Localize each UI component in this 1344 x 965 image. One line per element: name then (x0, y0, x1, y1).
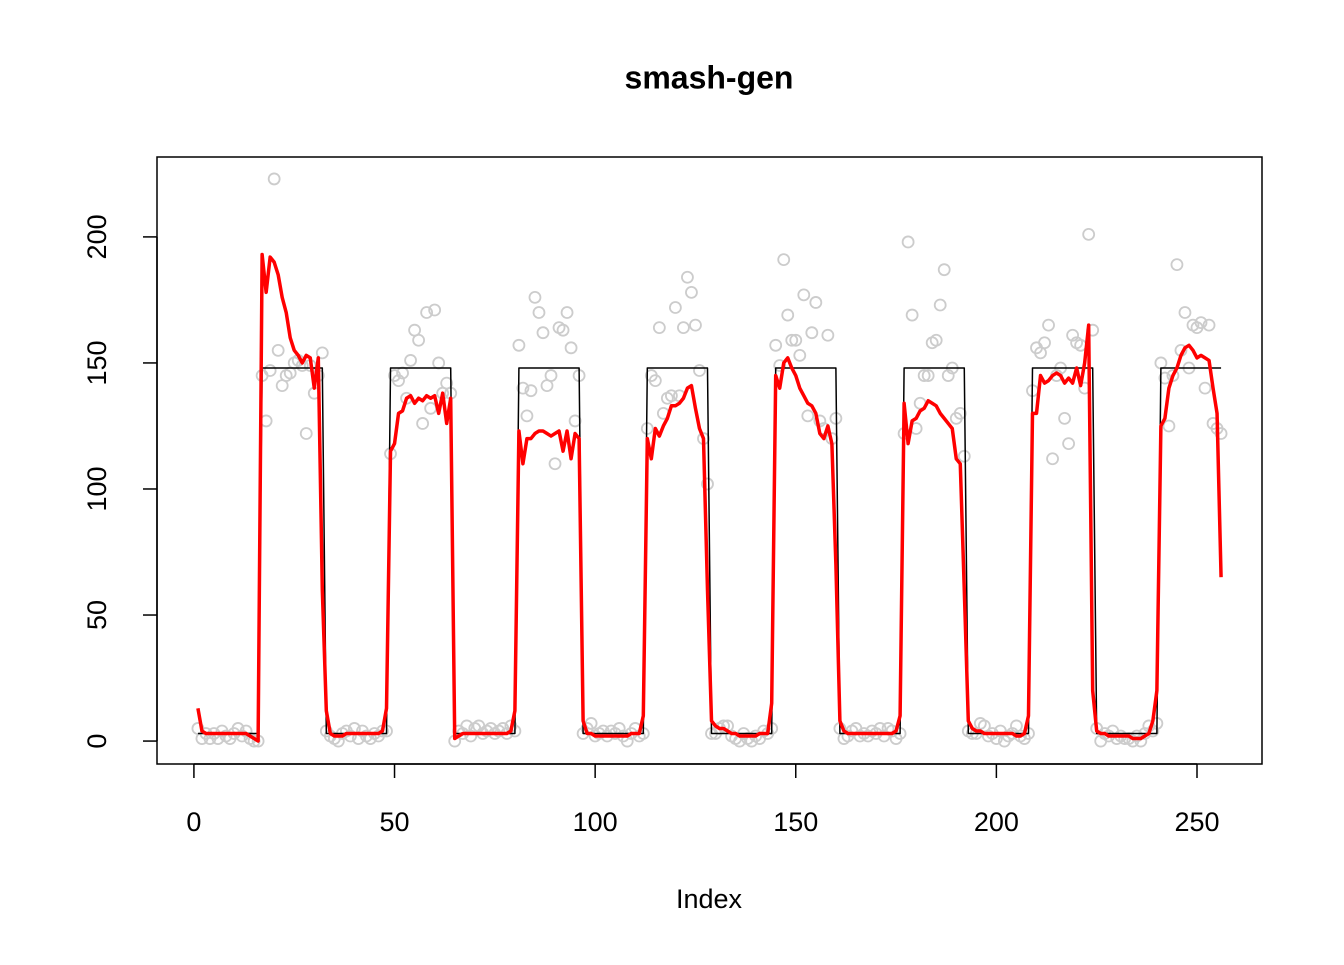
data-point (1082, 227, 1096, 241)
data-point (664, 389, 678, 403)
x-tick-label: 200 (974, 807, 1019, 837)
data-point (315, 346, 329, 360)
data-point (404, 354, 417, 367)
x-tick-label: 250 (1174, 807, 1219, 837)
data-point (536, 326, 550, 340)
data-point (560, 306, 574, 319)
data-point (1170, 258, 1184, 272)
data-point (785, 333, 799, 347)
data-point (1178, 306, 1192, 319)
data-point (689, 318, 702, 332)
data-point (299, 427, 313, 440)
data-point (781, 308, 795, 322)
x-axis-label: Index (676, 884, 743, 914)
y-tick-label: 50 (82, 600, 112, 630)
data-point (1042, 318, 1055, 332)
data-point (544, 369, 558, 382)
y-tick-label: 100 (82, 466, 112, 511)
data-point (1214, 427, 1228, 440)
data-point (267, 172, 281, 186)
data-point (777, 253, 791, 266)
data-point (1066, 328, 1080, 342)
data-point (420, 306, 434, 319)
data-point (1134, 734, 1148, 748)
data-point (797, 288, 811, 302)
data-point (532, 306, 546, 319)
data-point (693, 364, 706, 377)
data-point (516, 381, 530, 395)
data-point (1038, 336, 1051, 350)
chart-title: smash-gen (625, 59, 794, 95)
data-point (568, 414, 582, 428)
data-point (239, 724, 253, 738)
data-point (1162, 419, 1176, 433)
data-point (464, 729, 478, 743)
data-point (793, 348, 807, 362)
data-point (556, 323, 570, 337)
data-point (520, 409, 534, 423)
data-point (524, 384, 538, 398)
series-line (196, 252, 1223, 743)
data-point (1046, 452, 1059, 466)
x-tick-label: 100 (573, 807, 618, 837)
data-point (953, 406, 967, 420)
data-point (681, 270, 694, 284)
data-point (648, 374, 662, 387)
data-point (1194, 316, 1208, 330)
data-point (685, 285, 698, 299)
data-point (652, 321, 666, 335)
data-point (677, 321, 690, 335)
data-point (1062, 437, 1076, 451)
x-tick-label: 50 (380, 807, 410, 837)
data-point (1202, 318, 1216, 332)
data-point (668, 301, 682, 314)
data-point (957, 449, 971, 463)
data-point (937, 263, 951, 277)
data-point (805, 326, 819, 340)
data-point (789, 333, 803, 347)
data-point (769, 338, 783, 352)
data-point (821, 328, 835, 342)
data-point (392, 374, 405, 387)
y-tick-label: 0 (82, 734, 112, 749)
data-point (416, 417, 430, 430)
data-point (548, 457, 562, 471)
data-point (528, 291, 542, 304)
data-point (1198, 381, 1212, 395)
x-tick-label: 150 (773, 807, 818, 837)
data-point (271, 343, 285, 357)
data-point (933, 298, 947, 312)
data-point (801, 409, 815, 423)
data-point (941, 369, 955, 382)
data-point (1058, 412, 1071, 425)
data-point (901, 235, 915, 249)
data-point (905, 308, 919, 322)
data-point (921, 369, 935, 382)
y-tick-label: 200 (82, 214, 112, 259)
data-point (701, 477, 714, 491)
x-tick-label: 0 (186, 807, 201, 837)
data-point (428, 303, 442, 317)
data-point (773, 359, 787, 372)
data-point (263, 364, 277, 377)
data-point (809, 296, 823, 309)
data-point (512, 338, 526, 352)
data-point (929, 333, 943, 347)
data-point (917, 369, 931, 382)
y-tick-label: 150 (82, 340, 112, 385)
data-point (564, 341, 578, 355)
data-point (412, 333, 426, 347)
